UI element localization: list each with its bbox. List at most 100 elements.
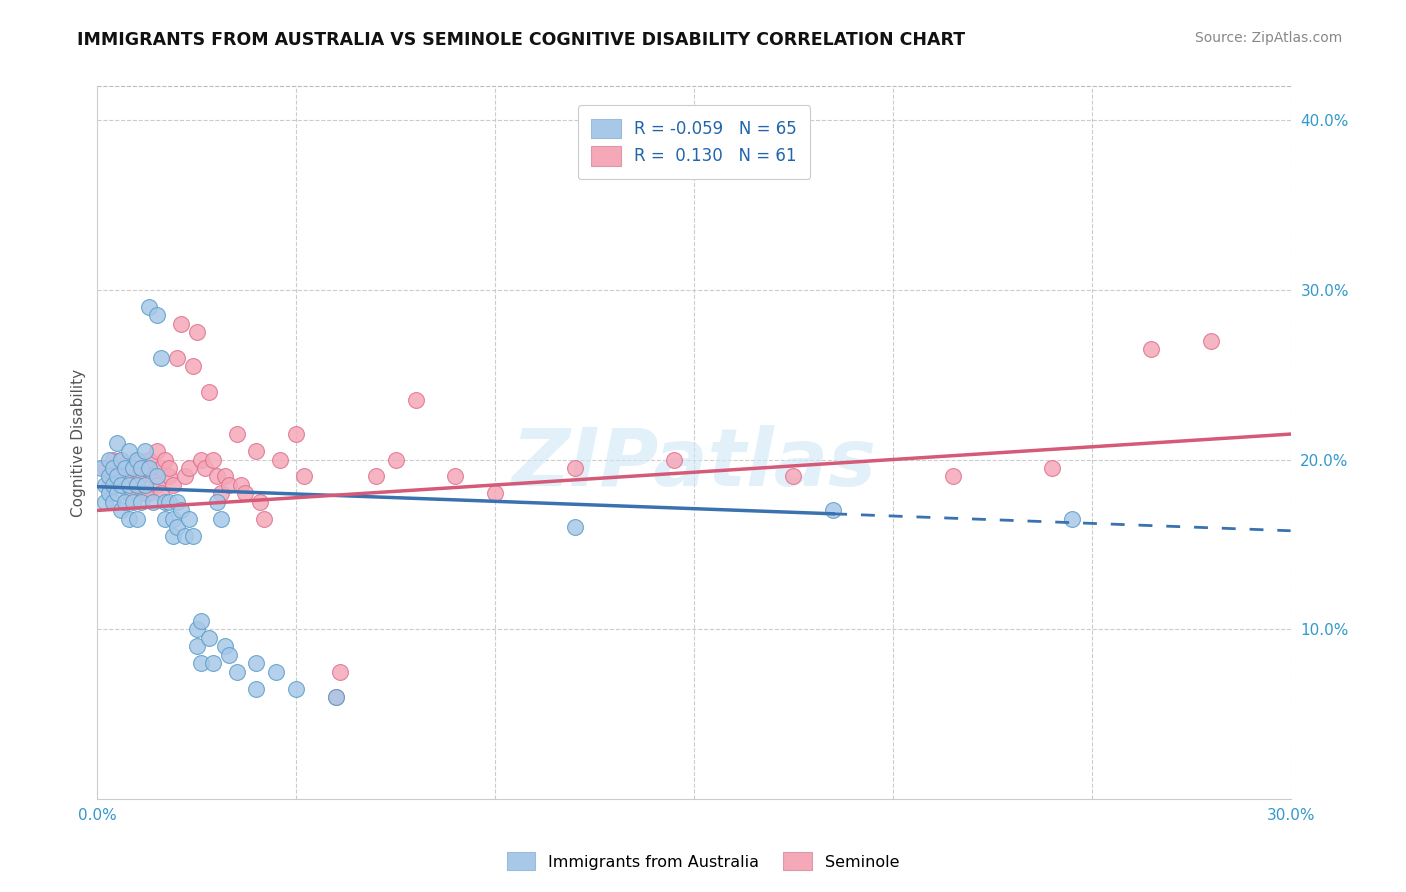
Point bbox=[157, 495, 180, 509]
Point bbox=[150, 486, 173, 500]
Point bbox=[142, 495, 165, 509]
Point bbox=[170, 317, 193, 331]
Point bbox=[153, 512, 176, 526]
Point bbox=[110, 452, 132, 467]
Point bbox=[114, 495, 136, 509]
Point bbox=[105, 469, 128, 483]
Point bbox=[564, 520, 586, 534]
Point bbox=[823, 503, 845, 517]
Point bbox=[118, 486, 141, 500]
Point bbox=[146, 444, 169, 458]
Point bbox=[484, 486, 506, 500]
Point bbox=[166, 351, 188, 365]
Point bbox=[173, 469, 195, 483]
Point bbox=[118, 512, 141, 526]
Point bbox=[110, 503, 132, 517]
Point bbox=[186, 639, 208, 653]
Point bbox=[138, 452, 160, 467]
Point bbox=[150, 461, 173, 475]
Text: Source: ZipAtlas.com: Source: ZipAtlas.com bbox=[1195, 31, 1343, 45]
Point bbox=[118, 444, 141, 458]
Point bbox=[142, 469, 165, 483]
Point bbox=[190, 614, 212, 628]
Point bbox=[166, 495, 188, 509]
Point bbox=[249, 495, 271, 509]
Point bbox=[1060, 512, 1083, 526]
Legend: R = -0.059   N = 65, R =  0.130   N = 61: R = -0.059 N = 65, R = 0.130 N = 61 bbox=[578, 105, 810, 179]
Point bbox=[134, 486, 156, 500]
Point bbox=[177, 512, 200, 526]
Point bbox=[662, 452, 685, 467]
Legend: Immigrants from Australia, Seminole: Immigrants from Australia, Seminole bbox=[501, 846, 905, 877]
Point bbox=[105, 469, 128, 483]
Point bbox=[1199, 334, 1222, 348]
Point bbox=[253, 512, 276, 526]
Point bbox=[405, 393, 427, 408]
Point bbox=[122, 461, 145, 475]
Point bbox=[122, 461, 145, 475]
Point bbox=[105, 435, 128, 450]
Point bbox=[98, 486, 121, 500]
Point bbox=[229, 478, 252, 492]
Point bbox=[127, 452, 149, 467]
Point bbox=[325, 690, 347, 704]
Point bbox=[218, 478, 240, 492]
Point bbox=[384, 452, 406, 467]
Point bbox=[218, 648, 240, 662]
Text: IMMIGRANTS FROM AUSTRALIA VS SEMINOLE COGNITIVE DISABILITY CORRELATION CHART: IMMIGRANTS FROM AUSTRALIA VS SEMINOLE CO… bbox=[77, 31, 966, 49]
Point bbox=[209, 486, 232, 500]
Point bbox=[214, 469, 236, 483]
Point bbox=[146, 478, 169, 492]
Point bbox=[285, 681, 308, 696]
Point bbox=[129, 469, 152, 483]
Point bbox=[170, 503, 193, 517]
Point bbox=[325, 690, 347, 704]
Point bbox=[127, 512, 149, 526]
Point bbox=[146, 309, 169, 323]
Point bbox=[110, 478, 132, 492]
Point bbox=[364, 469, 387, 483]
Point bbox=[153, 452, 176, 467]
Point bbox=[138, 300, 160, 314]
Point bbox=[98, 478, 121, 492]
Point bbox=[266, 665, 288, 679]
Point bbox=[444, 469, 467, 483]
Point bbox=[201, 656, 224, 670]
Point bbox=[225, 665, 247, 679]
Point bbox=[225, 427, 247, 442]
Point bbox=[941, 469, 963, 483]
Point bbox=[114, 461, 136, 475]
Point bbox=[134, 478, 156, 492]
Point bbox=[127, 478, 149, 492]
Point bbox=[103, 478, 125, 492]
Point bbox=[153, 495, 176, 509]
Point bbox=[157, 469, 180, 483]
Point bbox=[205, 469, 228, 483]
Point bbox=[186, 622, 208, 636]
Point bbox=[181, 359, 204, 374]
Point bbox=[194, 461, 217, 475]
Point bbox=[209, 512, 232, 526]
Point bbox=[245, 656, 267, 670]
Point bbox=[138, 461, 160, 475]
Point bbox=[127, 452, 149, 467]
Point bbox=[190, 452, 212, 467]
Point bbox=[103, 495, 125, 509]
Point bbox=[146, 469, 169, 483]
Point bbox=[105, 486, 128, 500]
Point bbox=[205, 495, 228, 509]
Point bbox=[1140, 343, 1163, 357]
Point bbox=[162, 478, 184, 492]
Point bbox=[197, 631, 219, 645]
Point bbox=[157, 461, 180, 475]
Point bbox=[1040, 461, 1063, 475]
Point bbox=[98, 469, 121, 483]
Point bbox=[190, 656, 212, 670]
Point bbox=[177, 461, 200, 475]
Point bbox=[150, 351, 173, 365]
Point bbox=[162, 529, 184, 543]
Point bbox=[127, 478, 149, 492]
Point bbox=[186, 326, 208, 340]
Point bbox=[134, 444, 156, 458]
Point bbox=[292, 469, 315, 483]
